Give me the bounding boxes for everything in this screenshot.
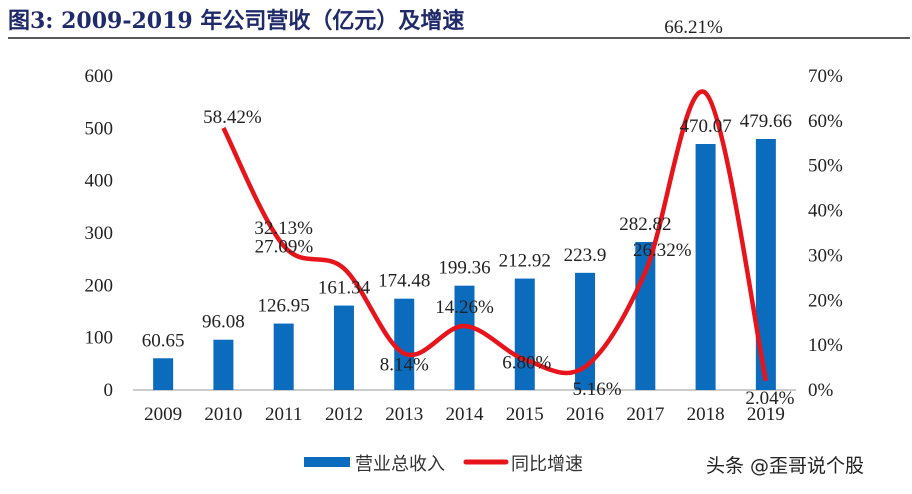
legend: 营业总收入 同比增速 <box>304 454 583 475</box>
bar-data-label: 479.66 <box>740 111 792 132</box>
line-data-label: 58.42% <box>203 107 262 128</box>
y-right-tick-label: 50% <box>808 156 843 177</box>
bar-data-label: 126.95 <box>258 296 310 317</box>
x-tick-label: 2017 <box>626 404 664 425</box>
bar-data-label: 161.34 <box>318 278 371 299</box>
y-right-tick-label: 30% <box>808 245 843 266</box>
legend-bar-swatch <box>304 457 350 467</box>
y-left-tick-label: 100 <box>85 328 114 349</box>
line-data-label: 2.04% <box>745 388 794 409</box>
x-tick-label: 2015 <box>506 404 544 425</box>
bar-data-label: 223.9 <box>564 245 607 266</box>
line-data-label: 6.80% <box>502 352 551 373</box>
y-right-tick-label: 20% <box>808 290 843 311</box>
bar-data-label: 174.48 <box>378 271 430 292</box>
legend-line-label: 同比增速 <box>511 454 583 475</box>
x-tick-label: 2011 <box>265 404 302 425</box>
y-right-tick-label: 40% <box>808 201 843 222</box>
bar-data-label: 282.82 <box>619 214 671 235</box>
y-left-tick-label: 600 <box>85 66 114 87</box>
y-right-tick-label: 60% <box>808 111 843 132</box>
line-data-label: 14.26% <box>435 297 494 318</box>
x-tick-label: 2012 <box>325 404 363 425</box>
x-tick-label: 2014 <box>446 404 485 425</box>
y-left-tick-label: 500 <box>85 118 114 139</box>
watermark: 头条 @歪哥说个股 <box>706 455 864 477</box>
bar <box>273 323 294 390</box>
x-tick-label: 2019 <box>747 404 785 425</box>
bar <box>333 305 354 390</box>
x-tick-label: 2010 <box>204 404 242 425</box>
bar-data-label: 470.07 <box>679 116 731 137</box>
bar-data-label: 60.65 <box>142 330 185 351</box>
x-tick-label: 2013 <box>385 404 423 425</box>
legend-bar-label: 营业总收入 <box>355 454 445 475</box>
growth-line <box>221 89 769 382</box>
y-right-tick-label: 0% <box>808 380 834 401</box>
y-right-tick-label: 70% <box>808 66 843 87</box>
bar-data-label: 96.08 <box>202 312 245 333</box>
y-left-tick-label: 200 <box>85 275 114 296</box>
x-tick-label: 2016 <box>566 404 604 425</box>
x-tick-label: 2018 <box>687 404 725 425</box>
bar <box>454 285 475 390</box>
line-data-label: 27.09% <box>255 236 314 257</box>
line-data-label: 26.32% <box>633 240 692 261</box>
line-data-label: 8.14% <box>380 354 429 375</box>
bar <box>213 339 234 390</box>
line-data-label: 32.13% <box>254 218 313 239</box>
bar <box>153 358 174 390</box>
bar <box>394 298 415 390</box>
bar <box>755 138 776 390</box>
y-left-tick-label: 300 <box>85 223 114 244</box>
line-data-label: 66.21% <box>664 17 723 38</box>
line-data-label: 5.16% <box>573 379 622 400</box>
chart-title: 图3: 2009-2019 年公司营收（亿元）及增速 <box>8 8 464 34</box>
bar <box>695 143 716 390</box>
bar-data-label: 212.92 <box>499 251 551 272</box>
x-tick-label: 2009 <box>144 404 182 425</box>
bar-data-label: 199.36 <box>438 258 490 279</box>
y-left-tick-label: 400 <box>85 171 114 192</box>
y-left-tick-label: 0 <box>104 380 114 401</box>
bar <box>635 241 656 390</box>
y-right-tick-label: 10% <box>808 335 843 356</box>
